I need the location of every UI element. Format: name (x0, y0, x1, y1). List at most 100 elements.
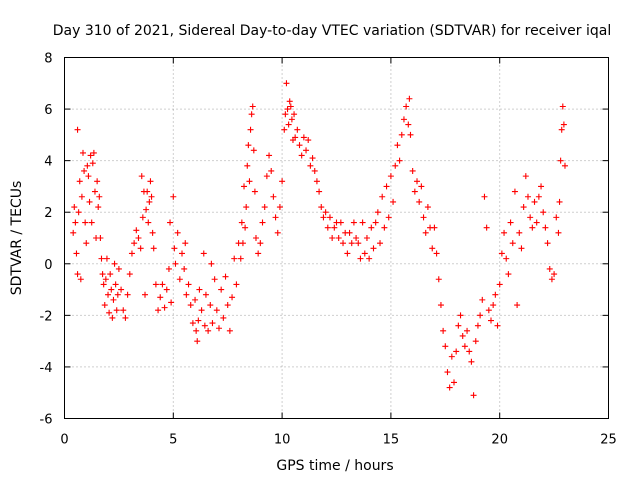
data-point (242, 224, 249, 231)
data-point (544, 240, 551, 247)
data-point (492, 291, 499, 298)
data-point (161, 304, 168, 311)
data-point (394, 142, 401, 149)
x-tick-label: 5 (169, 433, 177, 448)
data-point (133, 227, 140, 234)
data-point (110, 296, 117, 303)
data-point (485, 307, 492, 314)
data-point (100, 281, 107, 288)
data-point (200, 250, 207, 257)
data-point (82, 219, 89, 226)
data-point (268, 167, 275, 174)
data-point (531, 198, 538, 205)
data-point (97, 235, 104, 241)
data-point (414, 178, 421, 185)
data-point (448, 353, 455, 360)
data-point (259, 219, 266, 226)
data-point (167, 219, 174, 226)
data-point (95, 204, 102, 211)
data-point (472, 338, 479, 345)
data-point (168, 299, 175, 306)
data-point (182, 240, 189, 247)
data-point (385, 214, 392, 221)
data-point (266, 152, 273, 159)
data-point (106, 309, 113, 316)
data-point (150, 245, 157, 252)
data-point (505, 271, 512, 278)
data-point (451, 379, 458, 386)
data-point (185, 281, 192, 288)
data-point (294, 126, 301, 133)
data-point (103, 255, 110, 262)
x-tick-label: 0 (60, 433, 68, 448)
data-point (112, 281, 119, 288)
x-tick-labels: 0 5 10 15 20 25 (60, 433, 616, 448)
data-point (494, 322, 501, 329)
data-point (152, 281, 159, 288)
data-point (507, 219, 514, 226)
data-point (437, 302, 444, 309)
data-point (78, 193, 85, 200)
data-point (263, 173, 270, 180)
data-point (457, 312, 464, 319)
data-point (548, 276, 555, 283)
data-point (96, 193, 103, 200)
y-axis-label: SDTVAR / TECUs (9, 181, 25, 296)
data-point (553, 214, 560, 221)
data-point (474, 322, 481, 329)
data-point (329, 235, 336, 241)
data-point (405, 121, 412, 128)
data-point (233, 281, 240, 288)
data-point (111, 260, 118, 267)
data-point (522, 173, 529, 180)
y-tick-label: 4 (44, 155, 52, 170)
data-point (557, 157, 564, 164)
data-point (542, 224, 549, 231)
data-point (126, 271, 133, 278)
data-point (346, 229, 353, 236)
data-point (559, 103, 566, 110)
data-point (291, 111, 298, 118)
data-point (320, 214, 327, 221)
data-point (252, 235, 259, 241)
data-point (245, 142, 252, 149)
data-point (73, 250, 80, 257)
plot-frame (64, 57, 609, 419)
data-point (149, 229, 156, 236)
data-point (107, 271, 114, 278)
data-point (272, 214, 279, 221)
data-point (311, 167, 318, 174)
data-point (435, 276, 442, 283)
data-point (248, 111, 255, 118)
data-point (194, 338, 201, 345)
data-point (238, 219, 245, 226)
data-point (281, 126, 288, 133)
data-point (298, 152, 305, 159)
data-point (195, 317, 202, 324)
data-point (406, 95, 413, 102)
axis-ticks (64, 57, 609, 419)
data-point (377, 240, 384, 247)
data-point (76, 178, 83, 185)
data-point (157, 294, 164, 301)
data-point (220, 314, 227, 321)
data-point (155, 307, 162, 314)
data-point (282, 111, 289, 118)
data-point (498, 250, 505, 257)
data-point (89, 160, 96, 167)
data-point (551, 271, 558, 278)
data-point (179, 250, 186, 257)
chart-title: Day 310 of 2021, Sidereal Day-to-day VTE… (53, 23, 611, 39)
data-point (527, 214, 534, 221)
data-point (326, 214, 333, 221)
data-point (285, 121, 292, 128)
data-point (202, 291, 209, 298)
data-point (208, 260, 215, 267)
data-point (241, 183, 248, 190)
data-point (205, 327, 212, 334)
data-point (207, 302, 214, 309)
data-point (300, 134, 307, 141)
data-point (83, 240, 90, 247)
data-point (102, 276, 109, 283)
